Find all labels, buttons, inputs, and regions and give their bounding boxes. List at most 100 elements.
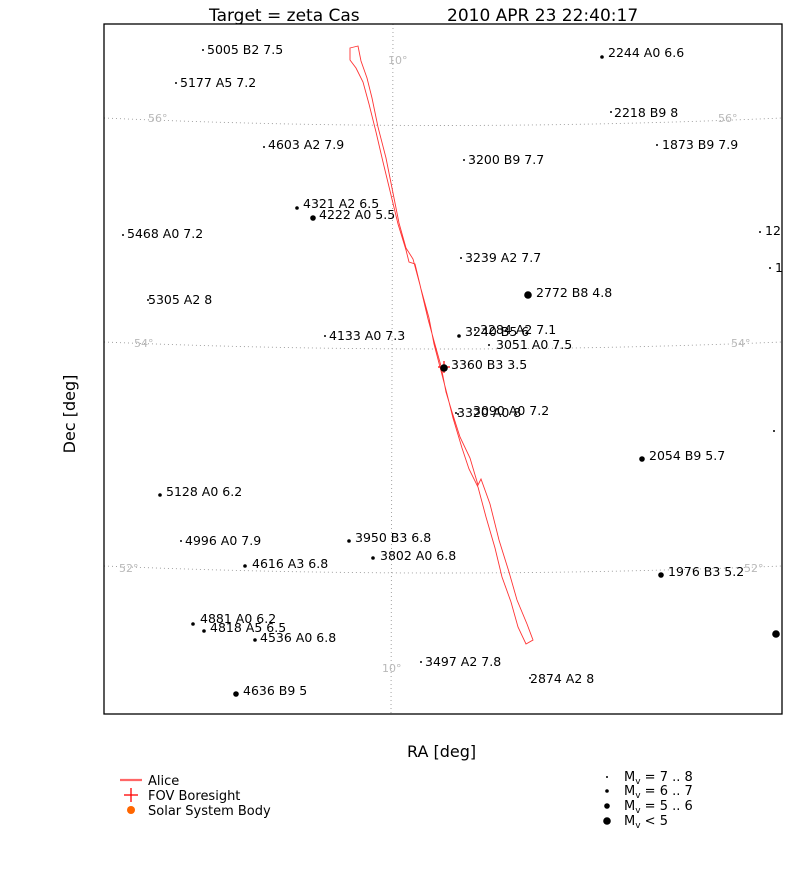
grid-label-dec_56: 56° <box>148 112 168 125</box>
star-marker <box>295 206 299 210</box>
star-marker <box>610 111 612 113</box>
star-label: 4616 A3 6.8 <box>252 556 328 571</box>
star-marker <box>488 344 490 346</box>
star-marker <box>420 661 422 663</box>
star-label: 4603 A2 7.9 <box>268 137 344 152</box>
magnitude-dot-icon <box>604 803 610 809</box>
stars: 5005 B2 7.5 5177 A5 7.2 2244 A0 6.6 2218 B9… <box>122 42 783 698</box>
star-label: 2218 B9 8 <box>614 105 678 120</box>
star-marker <box>147 299 149 301</box>
star-label: 1976 B3 5.2 <box>668 564 744 579</box>
star-label: 3200 B9 7.7 <box>468 152 544 167</box>
star-marker <box>347 539 351 543</box>
star-marker <box>759 231 761 233</box>
star-label: 5005 B2 7.5 <box>207 42 283 57</box>
star-marker <box>474 329 476 331</box>
star-label: 5128 A0 6.2 <box>166 484 242 499</box>
star-label: 2772 B8 4.8 <box>536 285 612 300</box>
star-marker <box>175 82 177 84</box>
solar-system-body-icon <box>127 806 135 814</box>
star-label: 4222 A0 5.5 <box>319 207 395 222</box>
star-marker <box>310 215 316 221</box>
star-label: 3239 A2 7.7 <box>465 250 541 265</box>
star-label: 4536 A0 6.8 <box>260 630 336 645</box>
star-marker <box>158 493 162 497</box>
magnitude-legend-label: Mv = 7 .. 8 <box>624 770 693 787</box>
magnitude-legend-label: Mv = 6 .. 7 <box>624 784 693 801</box>
star-label: 5177 A5 7.2 <box>180 75 256 90</box>
star-marker <box>371 556 375 560</box>
star-label: 12 <box>765 223 781 238</box>
dec-gridline-56 <box>103 117 783 126</box>
star-marker <box>263 146 265 148</box>
star-marker <box>324 335 326 337</box>
star-label: 2244 A0 6.6 <box>608 45 684 60</box>
y-axis-label: Dec [deg] <box>60 375 79 454</box>
star-label: 3950 B3 6.8 <box>355 530 431 545</box>
star-marker <box>202 49 204 51</box>
star-marker <box>455 412 457 414</box>
star-marker <box>460 257 462 259</box>
grid-labels: 10° 10° 56° 56° 54° 54° 52° 52° <box>119 54 764 675</box>
star-marker <box>180 540 182 542</box>
chart-title-time: 2010 APR 23 22:40:17 <box>447 6 638 26</box>
grid-label-dec_52: 52° <box>119 562 139 575</box>
star-label: 4133 A0 7.3 <box>329 328 405 343</box>
magnitude-dot-icon <box>606 776 608 778</box>
star-marker <box>600 55 604 59</box>
star-label: 3497 A2 7.8 <box>425 654 501 669</box>
grid-label-dec_54: 54° <box>731 337 751 350</box>
star-marker <box>457 334 461 338</box>
star-label: 3090 A0 7.2 <box>473 403 549 418</box>
grid-label-ra_top: 10° <box>388 54 408 67</box>
plot-frame <box>103 23 783 715</box>
star-marker <box>772 630 780 638</box>
star-label: 2054 B9 5.7 <box>649 448 725 463</box>
star-label: 3240 B5 6 <box>465 324 529 339</box>
star-label: 3320 A0 8 <box>457 405 521 420</box>
star-marker <box>243 564 247 568</box>
star-label: 4996 A0 7.9 <box>185 533 261 548</box>
star-marker <box>463 159 465 161</box>
star-marker <box>773 430 775 432</box>
grid-label-dec_54: 54° <box>134 337 154 350</box>
star-label: 4636 B9 5 <box>243 683 307 698</box>
legend-fov-boresight: FOV Boresight <box>148 789 240 804</box>
star-marker <box>440 364 448 372</box>
star-label: 4881 A0 6.2 <box>200 611 276 626</box>
star-label: 2874 A2 8 <box>530 671 594 686</box>
star-marker <box>202 629 206 633</box>
star-marker <box>529 677 531 679</box>
magnitude-legend: Mv = 7 .. 8Mv = 6 .. 7Mv = 5 .. 6Mv < 5 <box>603 770 693 831</box>
star-label: 3284 A2 7.1 <box>480 322 556 337</box>
star-label: 4818 A5 6.5 <box>210 620 286 635</box>
star-label: 1873 B9 7.9 <box>662 137 738 152</box>
star-marker <box>769 267 771 269</box>
legend-alice: Alice <box>148 774 179 789</box>
star-marker <box>191 622 195 626</box>
magnitude-legend-label: Mv = 5 .. 6 <box>624 799 693 816</box>
magnitude-legend-label: Mv < 5 <box>624 814 668 831</box>
ra-gridline-10 <box>390 23 394 715</box>
alice-slit-outline <box>349 45 534 645</box>
star-marker <box>658 572 664 578</box>
star-label: 3802 A0 6.8 <box>380 548 456 563</box>
x-axis-label: RA [deg] <box>407 742 476 761</box>
star-label: 4321 A2 6.5 <box>303 196 379 211</box>
star-marker <box>122 234 124 236</box>
star-label: 5305 A2 8 <box>148 292 212 307</box>
star-label: 3360 B3 3.5 <box>451 357 527 372</box>
star-marker <box>639 456 645 462</box>
star-label: 5468 A0 7.2 <box>127 226 203 241</box>
magnitude-dot-icon <box>605 789 609 793</box>
star-marker <box>524 291 532 299</box>
grid-label-dec_56: 56° <box>718 112 738 125</box>
star-marker <box>253 638 257 642</box>
grid-label-dec_52: 52° <box>744 562 764 575</box>
magnitude-dot-icon <box>603 817 611 825</box>
star-marker <box>233 691 239 697</box>
legend-solar-system-body: Solar System Body <box>148 804 271 819</box>
star-label: 1 <box>775 260 783 275</box>
star-marker <box>457 413 459 415</box>
